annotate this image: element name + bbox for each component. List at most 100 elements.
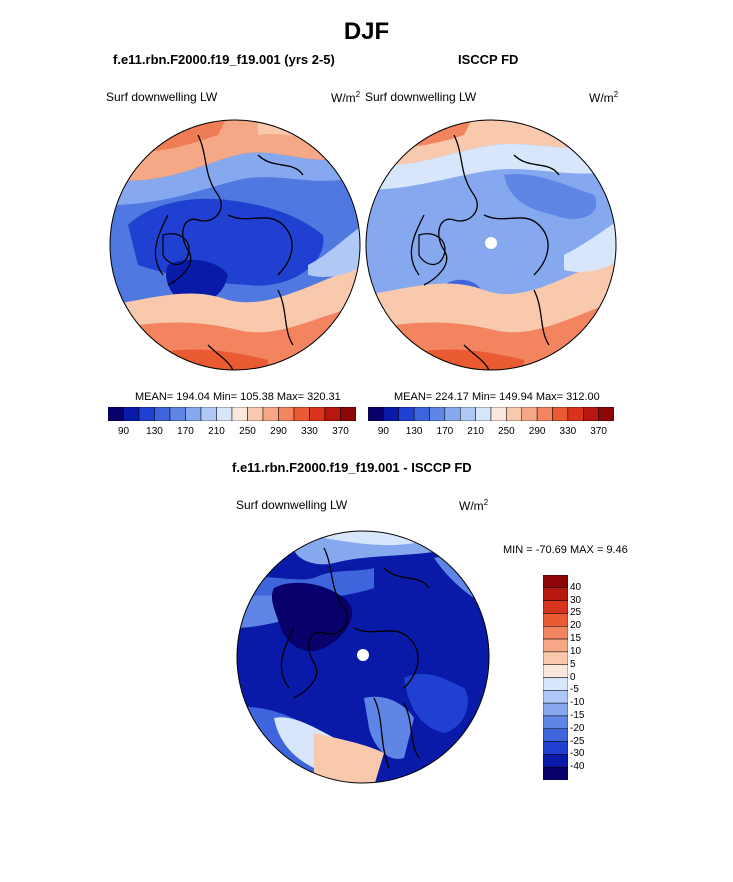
panel-title-obs: ISCCP FD [458, 52, 519, 67]
colorbar-left [108, 407, 356, 421]
colorbar-box [543, 766, 568, 780]
colorbar-box [543, 715, 568, 729]
colorbar-box [309, 407, 326, 421]
colorbar-box [216, 407, 233, 421]
colorbar-box [543, 664, 568, 678]
variable-label-right: Surf downwelling LW [365, 90, 477, 104]
colorbar-box [506, 407, 522, 421]
colorbar-tick-label: 20 [570, 620, 582, 632]
colorbar-box [108, 407, 124, 421]
colorbar-box [200, 407, 217, 421]
colorbar-box [543, 702, 568, 717]
colorbar-tick-label: 330 [301, 426, 318, 437]
polar-map-difference [236, 530, 490, 784]
colorbar-tick-label: 290 [528, 426, 546, 437]
colorbar-box [185, 407, 202, 421]
colorbar-tick-label: 0 [570, 671, 576, 683]
panel-title-model: f.e11.rbn.F2000.f19_f19.001 (yrs 2-5) [113, 52, 335, 67]
colorbar-box [444, 407, 461, 421]
colorbar-box [598, 407, 614, 421]
colorbar-box [262, 407, 279, 421]
colorbar-tick-label: 170 [177, 426, 194, 437]
colorbar-tick-label: -20 [570, 722, 585, 734]
colorbar-box [413, 407, 430, 421]
colorbar-tick-label: 10 [570, 645, 582, 657]
colorbar-box [398, 407, 415, 421]
colorbar-box [543, 613, 568, 627]
colorbar-tick-label: 330 [559, 426, 577, 437]
colorbar-box [490, 407, 507, 421]
figure-title: DJF [343, 18, 390, 45]
colorbar-tick-label: 15 [570, 633, 582, 645]
colorbar-tick-label: 5 [570, 658, 576, 670]
colorbar-box [543, 677, 568, 691]
colorbar-box [543, 626, 568, 640]
colorbar-tick-label: 130 [146, 426, 163, 437]
polar-map-observations [365, 119, 617, 371]
colorbar-box [543, 638, 568, 653]
colorbar-right [368, 407, 614, 421]
colorbar-box [123, 407, 140, 421]
panel-title-difference: f.e11.rbn.F2000.f19_f19.001 - ISCCP FD [232, 460, 472, 475]
variable-label-difference: Surf downwelling LW [236, 498, 348, 512]
colorbar-box [231, 407, 248, 421]
difference-minmax: MIN = -70.69 MAX = 9.46 [503, 544, 628, 556]
colorbar-box [324, 407, 341, 421]
colorbar-box [543, 690, 568, 704]
colorbar-tick-label: 250 [239, 426, 256, 437]
colorbar-tick-label: 25 [570, 607, 582, 619]
colorbar-tick-label: 90 [377, 426, 389, 437]
colorbar-box [247, 407, 264, 421]
colorbar-box [169, 407, 186, 421]
colorbar-box [552, 407, 569, 421]
colorbar-tick-label: 40 [570, 581, 582, 593]
stats-observations: MEAN= 224.17 Min= 149.94 Max= 312.00 [394, 391, 600, 403]
units-label-left: W/m2 [331, 90, 361, 105]
colorbar-box [368, 407, 384, 421]
colorbar-tick-label: 290 [270, 426, 287, 437]
colorbar-box [567, 407, 584, 421]
colorbar-tick-label: 370 [332, 426, 349, 437]
colorbar-tick-label: 370 [590, 426, 607, 437]
colorbar-box [340, 407, 356, 421]
colorbar-box [138, 407, 155, 421]
colorbar-box [521, 407, 538, 421]
colorbar-tick-label: 210 [208, 426, 225, 437]
pole-hole [357, 649, 369, 661]
colorbar-tick-label: -10 [570, 697, 585, 709]
colorbar-box [543, 754, 568, 768]
units-label-difference: W/m2 [459, 498, 489, 513]
colorbar-box [293, 407, 310, 421]
colorbar-box [543, 741, 568, 755]
colorbar-box [383, 407, 399, 421]
units-label-right: W/m2 [589, 90, 619, 105]
colorbar-tick-label: 90 [117, 426, 130, 437]
colorbar-tick-label: -30 [570, 748, 585, 760]
colorbar-box [543, 600, 568, 614]
colorbar-box [543, 728, 568, 742]
colorbar-difference [543, 575, 568, 780]
colorbar-tick-label: 170 [436, 426, 454, 437]
colorbar-box [543, 575, 568, 589]
colorbar-box [536, 407, 553, 421]
colorbar-box [460, 407, 476, 421]
colorbar-tick-label: 250 [498, 426, 515, 437]
variable-label-left: Surf downwelling LW [106, 90, 218, 104]
colorbar-box [429, 407, 446, 421]
colorbar-tick-label: -25 [570, 735, 585, 747]
colorbar-tick-label: -40 [570, 761, 585, 773]
polar-map-model [109, 119, 361, 371]
colorbar-tick-label: 30 [570, 594, 582, 606]
colorbar-box [475, 407, 492, 421]
colorbar-tick-label: -15 [570, 709, 585, 721]
colorbar-box [543, 587, 568, 601]
colorbar-tick-label: 130 [405, 426, 423, 437]
colorbar-box [154, 407, 171, 421]
colorbar-tick-label: 210 [467, 426, 484, 437]
colorbar-box [583, 407, 599, 421]
colorbar-box [543, 651, 568, 665]
colorbar-tick-label: -5 [570, 684, 579, 696]
stats-model: MEAN= 194.04 Min= 105.38 Max= 320.31 [135, 391, 341, 403]
pole-hole [485, 237, 497, 249]
colorbar-box [278, 407, 295, 421]
